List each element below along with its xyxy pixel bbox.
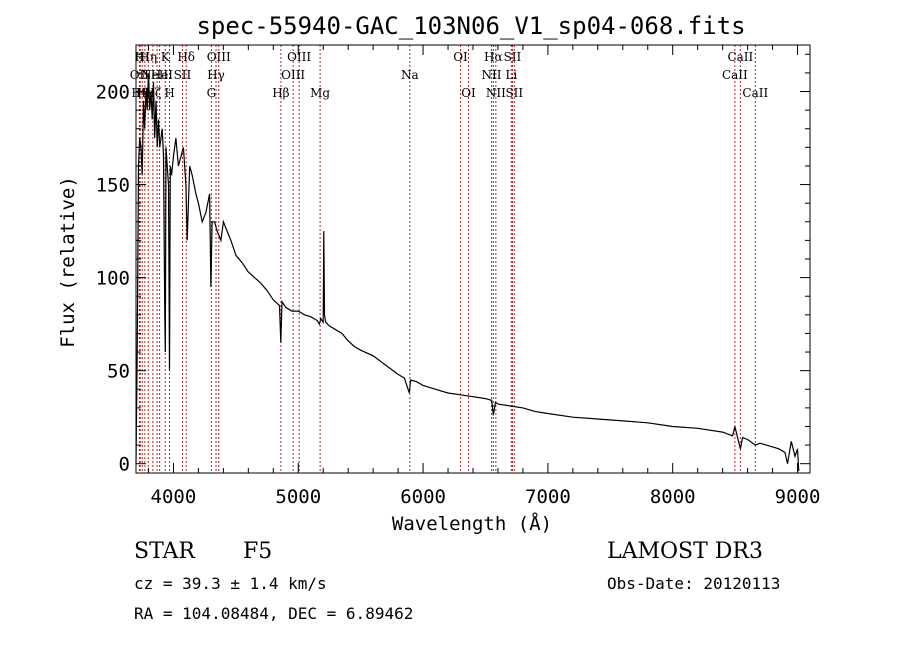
x-axis-label: Wavelength (Å) xyxy=(392,512,552,535)
line-marker-label-30: CaII xyxy=(742,86,768,100)
line-marker-label-15: Hβ xyxy=(272,86,289,100)
line-marker-label-24: NII xyxy=(486,86,506,100)
line-marker-label-18: Mg xyxy=(310,86,330,100)
line-marker-label-28: CaII xyxy=(722,68,748,82)
y-tick-label-200: 200 xyxy=(96,82,130,104)
line-marker-label-0: OII xyxy=(130,68,150,82)
line-marker-label-4: Hη xyxy=(139,50,157,64)
x-tick-label-4000: 4000 xyxy=(151,486,197,508)
line-marker-label-22: NII xyxy=(481,68,501,82)
object-subclass: F5 xyxy=(243,539,273,564)
line-marker-labels: OIIHθHιHκHηHζNeIIIHeKHSIIHδGHγOIIIHβOIII… xyxy=(130,50,769,100)
line-marker-label-8: K xyxy=(161,50,171,64)
y-tick-label-50: 50 xyxy=(107,361,130,383)
line-marker-label-2: Hι xyxy=(135,50,150,64)
y-axis-label: Flux (relative) xyxy=(57,176,79,348)
line-marker-label-17: OIII xyxy=(287,50,311,64)
object-class: STAR xyxy=(134,539,195,564)
line-markers xyxy=(138,45,756,473)
line-marker-label-9: H xyxy=(164,86,174,100)
line-marker-label-20: OI xyxy=(453,50,468,64)
y-axis-ticks: 0 50 100 150 200 xyxy=(96,53,810,476)
y-tick-label-150: 150 xyxy=(96,175,130,197)
x-tick-label-9000: 9000 xyxy=(775,486,821,508)
x-tick-label-8000: 8000 xyxy=(650,486,696,508)
line-marker-label-14: OIII xyxy=(207,50,231,64)
chart-title: spec-55940-GAC_103N06_V1_sp04-068.fits xyxy=(196,12,745,40)
observation-date: Obs-Date: 20120113 xyxy=(607,574,781,593)
flux-series-line xyxy=(135,72,800,472)
x-tick-label-5000: 5000 xyxy=(275,486,321,508)
x-tick-label-6000: 6000 xyxy=(400,486,446,508)
line-marker-label-29: CaII xyxy=(727,50,753,64)
survey-name: LAMOST DR3 xyxy=(607,539,763,564)
line-marker-label-16: OIII xyxy=(281,68,305,82)
line-marker-label-27: SII xyxy=(505,86,523,100)
line-marker-label-23: Hα xyxy=(484,50,503,64)
line-marker-label-21: OI xyxy=(461,86,476,100)
y-tick-label-0: 0 xyxy=(119,454,130,476)
line-marker-label-13: Hγ xyxy=(207,68,225,82)
ra-dec: RA = 104.08484, DEC = 6.89462 xyxy=(134,604,414,623)
x-axis-ticks: 4000 5000 6000 7000 8000 9000 xyxy=(147,45,821,508)
line-marker-label-11: Hδ xyxy=(177,50,195,64)
redshift-cz: cz = 39.3 ± 1.4 km/s xyxy=(134,574,327,593)
x-tick-label-7000: 7000 xyxy=(525,486,571,508)
plot-frame xyxy=(135,44,811,474)
line-marker-label-7: He xyxy=(151,68,169,82)
line-marker-label-26: SII xyxy=(504,50,522,64)
y-tick-label-100: 100 xyxy=(96,268,130,290)
line-marker-label-10: SII xyxy=(174,68,192,82)
line-marker-label-19: Na xyxy=(401,68,419,82)
line-marker-label-12: G xyxy=(207,86,217,100)
line-marker-label-25: Li xyxy=(505,68,517,82)
